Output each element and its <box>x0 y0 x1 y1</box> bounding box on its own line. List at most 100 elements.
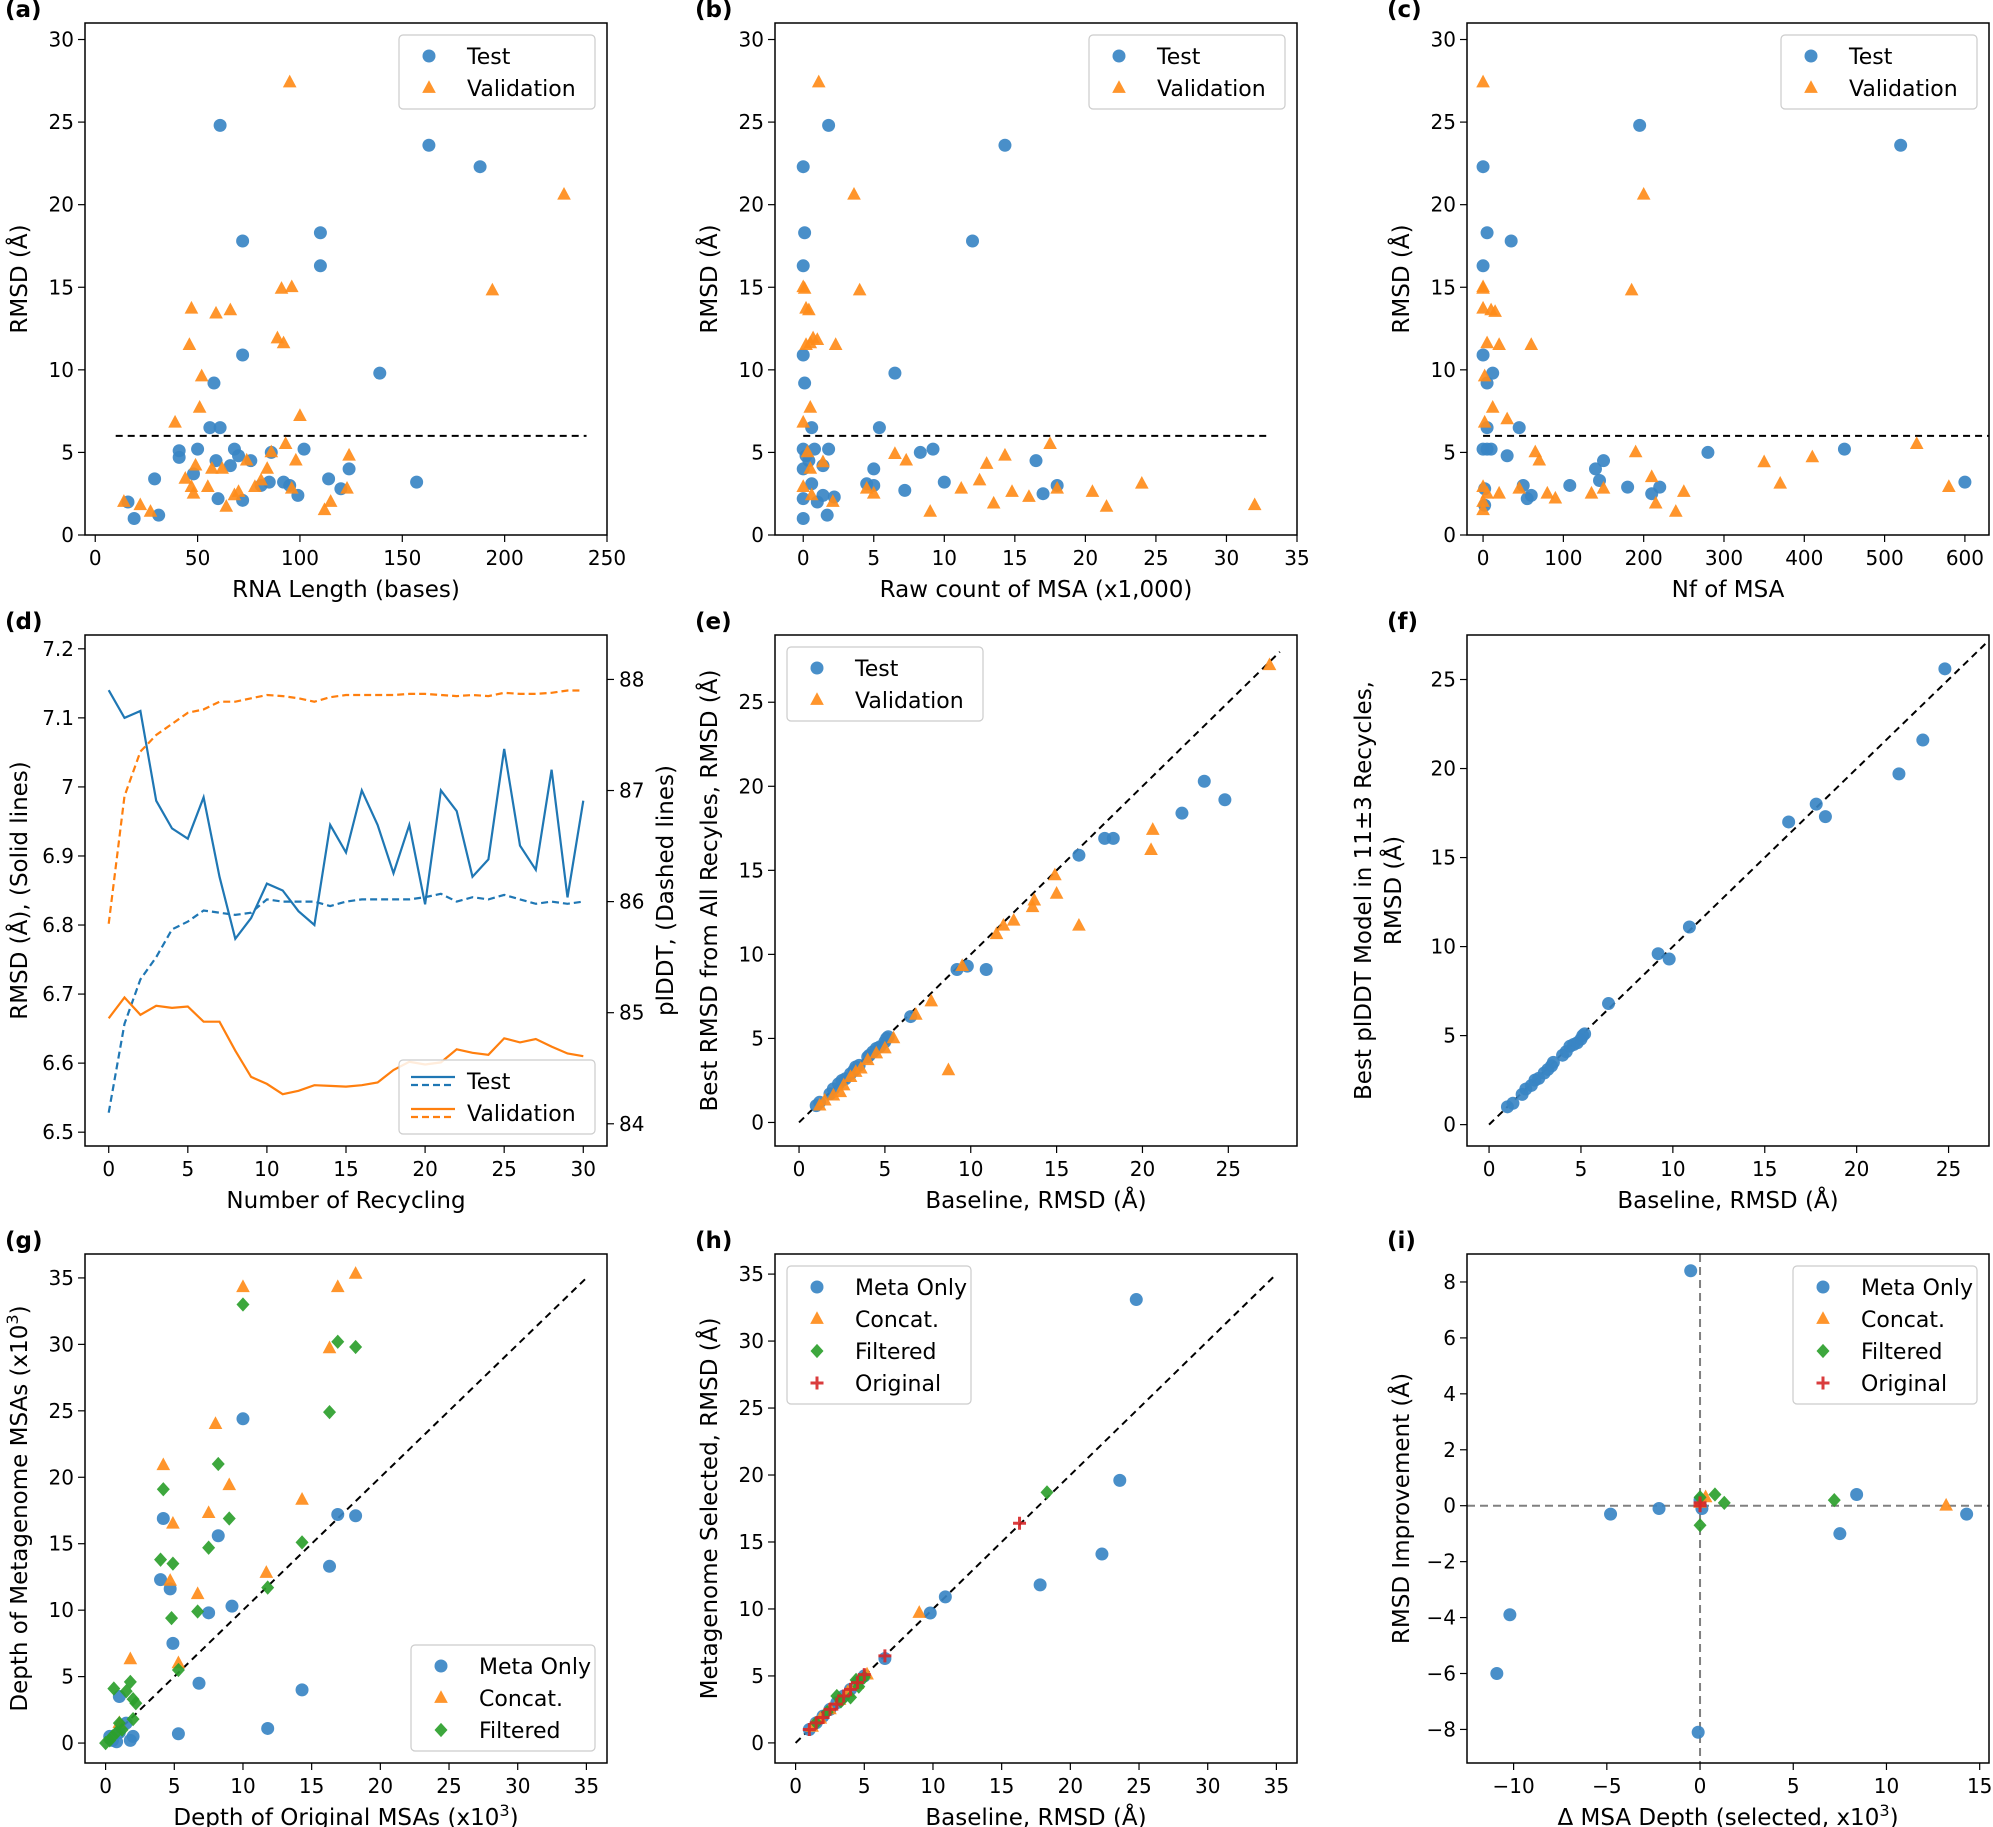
y2-axis-label: plDDT, (Dashed lines) <box>653 765 679 1016</box>
x-tick-label-3: 5 <box>1787 1774 1800 1798</box>
point-meta-12 <box>1033 1578 1047 1592</box>
x-axis-label: Baseline, RMSD (Å) <box>925 1803 1146 1827</box>
x-tick-label-6: 30 <box>571 1157 596 1181</box>
point-meta-18 <box>261 1721 275 1735</box>
point-filtered-21 <box>236 1297 250 1312</box>
legend-frame <box>1792 1265 1978 1405</box>
point-validation-33 <box>1773 476 1788 489</box>
point-validation-34 <box>317 502 332 516</box>
legend-label-0: Test <box>466 45 511 70</box>
point-validation-3 <box>1476 300 1490 314</box>
point-test-2 <box>1476 259 1490 273</box>
point-validation-35 <box>1909 436 1924 450</box>
y-tick-label-1: 5 <box>61 440 74 464</box>
point-validation-39 <box>557 186 571 200</box>
y-tick-label-2: 10 <box>49 358 74 382</box>
axes-frame <box>84 634 608 1147</box>
legend-marker-1 <box>810 692 824 705</box>
point-test-27 <box>1197 774 1211 788</box>
legend-marker-3 <box>1816 1376 1830 1390</box>
y-tick-label-3: 15 <box>49 275 74 299</box>
point-meta-7 <box>126 1729 140 1743</box>
point-validation-15 <box>955 958 969 972</box>
point-filtered-14 <box>166 1556 180 1571</box>
point-test-24 <box>872 421 886 435</box>
point-test-30 <box>322 472 336 486</box>
y-tick-label-0: 0 <box>1443 1113 1456 1137</box>
point-original-10 <box>1013 1516 1027 1530</box>
point-validation-12 <box>796 479 811 492</box>
point-validation-19 <box>231 484 246 497</box>
x-tick-label-4: 200 <box>486 546 524 570</box>
legend-marker-0 <box>810 1280 824 1294</box>
x-tick-label-7: 35 <box>1284 546 1309 570</box>
y-tick-label-3: 15 <box>1431 275 1456 299</box>
point-original-9 <box>878 1649 892 1663</box>
y-tick-label-3: −2 <box>1427 1550 1456 1574</box>
point-meta-8 <box>154 1573 168 1587</box>
legend: Test Validation <box>786 646 984 722</box>
x-tick-label-5: 250 <box>588 546 626 570</box>
point-filtered-20 <box>222 1511 236 1526</box>
panel-b: (b) 0 5 10 15 20 25 30 35 0 5 10 15 20 25 30 Raw count o… <box>695 0 1310 603</box>
point-validation-21 <box>1048 867 1062 881</box>
point-validation-37 <box>1247 497 1262 511</box>
point-test-5 <box>805 421 819 435</box>
x-tick-label-3: 15 <box>1752 1157 1777 1181</box>
x-tick-label-2: 0 <box>1694 1774 1707 1798</box>
point-original-8 <box>857 1668 871 1682</box>
point-meta-14 <box>202 1606 216 1620</box>
y-axis-label: Depth of Metagenome MSAs (x103) <box>3 1305 34 1711</box>
y-tick-label-6: 30 <box>49 1332 74 1356</box>
x-tick-label-3: 15 <box>333 1157 358 1181</box>
y-axis-label: Metagenome Selected, RMSD (Å) <box>695 1318 723 1700</box>
point-test-23 <box>1072 848 1086 862</box>
point-validation-2 <box>143 504 158 517</box>
y-tick-label-0: 0 <box>61 1731 74 1755</box>
point-concat-8 <box>208 1416 223 1429</box>
legend-marker-0 <box>434 1659 448 1673</box>
panel-label: (f) <box>1387 609 1418 635</box>
point-validation-12 <box>908 1007 923 1020</box>
legend-marker-2 <box>810 1343 824 1359</box>
point-meta-10 <box>1960 1507 1974 1521</box>
point-validation-23 <box>1584 485 1599 499</box>
point-validation-11 <box>194 368 209 382</box>
legend-label-1: Validation <box>1849 77 1958 102</box>
y-tick-label-7: 6 <box>1443 1326 1456 1350</box>
plot-area <box>115 74 587 525</box>
point-filtered-12 <box>154 1552 168 1567</box>
point-test-3 <box>1476 348 1490 362</box>
point-validation-3 <box>833 1084 848 1098</box>
point-filtered-1 <box>820 1704 834 1720</box>
legend-label-0: Meta Only <box>479 1655 591 1680</box>
x-tick-label-6: 30 <box>1214 546 1239 570</box>
x-tick-label-7: 35 <box>574 1774 599 1798</box>
point-validation-20 <box>1512 480 1527 494</box>
point-validation-17 <box>828 337 843 350</box>
point-test-0 <box>796 160 810 174</box>
x-tick-label-2: 100 <box>281 546 319 570</box>
plot-area <box>794 1273 1278 1744</box>
point-concat-14 <box>330 1279 345 1293</box>
point-test-22 <box>1621 480 1635 494</box>
point-test-23 <box>1782 815 1796 829</box>
point-meta-16 <box>225 1599 239 1613</box>
panel-c: (c) 0 100 200 300 400 500 600 0 5 10 15 20 25 30 Nf of … <box>1387 0 1990 603</box>
x-axis-label: Δ MSA Depth (selected, x103) <box>1557 1801 1898 1827</box>
x-tick-label-7: 35 <box>1264 1774 1289 1798</box>
legend: Meta Only Concat. Filtered Original <box>786 1265 972 1405</box>
point-test-26 <box>898 483 912 497</box>
point-validation-9 <box>1477 368 1492 382</box>
legend-label-0: Test <box>854 657 899 682</box>
point-validation-19 <box>1492 485 1506 499</box>
x-axis-label: Raw count of MSA (x1,000) <box>880 577 1193 603</box>
point-test-18 <box>796 511 810 525</box>
point-test-25 <box>1653 480 1667 494</box>
point-validation-17 <box>223 302 238 316</box>
y-tick-label-3: 15 <box>739 275 764 299</box>
point-validation-27 <box>1624 282 1639 296</box>
y-tick-label-0: 6.5 <box>42 1120 74 1144</box>
point-test-6 <box>186 467 200 481</box>
panel-e: (e) 0 5 10 15 20 25 0 5 10 15 20 25 Baseline, RMSD (Å… <box>695 609 1298 1214</box>
